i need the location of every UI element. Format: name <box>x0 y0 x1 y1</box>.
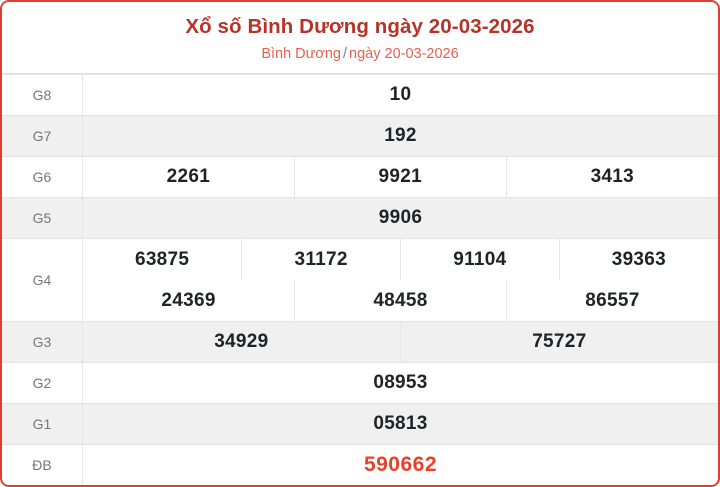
prize-value-g4-3: 91104 <box>400 239 560 281</box>
prize-value-g7-1: 192 <box>82 115 718 158</box>
prize-value-g1-1: 05813 <box>82 403 718 446</box>
card-header: Xổ số Bình Dương ngày 20-03-2026 Bình Dư… <box>2 2 718 75</box>
table-row: G2 08953 <box>2 362 718 405</box>
prize-label-db: ĐB <box>2 444 83 485</box>
table-row: G5 9906 <box>2 197 718 240</box>
prize-label-g1: G1 <box>2 403 83 446</box>
prize-value-g6-1: 2261 <box>82 156 295 199</box>
prize-value-g3-2: 75727 <box>399 321 718 364</box>
table-row: G4 63875 31172 91104 39363 <box>2 238 718 323</box>
prize-values-g4-group: 63875 31172 91104 39363 24369 48458 <box>82 238 718 323</box>
lottery-results-table: G8 10 G7 192 G6 2261 9921 3413 G5 9906 G… <box>2 74 718 485</box>
table-row: 24369 48458 86557 <box>83 280 718 322</box>
prize-label-g7: G7 <box>2 115 83 158</box>
prize-value-g4-2: 31172 <box>241 239 401 281</box>
prize-label-g4: G4 <box>2 238 83 323</box>
breadcrumb-separator: / <box>343 46 348 63</box>
prize-value-g6-3: 3413 <box>505 156 718 199</box>
prize-value-g4-4: 39363 <box>558 239 718 281</box>
prize-value-g4-7: 86557 <box>505 280 718 322</box>
g4-nested-table: 63875 31172 91104 39363 <box>83 239 718 281</box>
page-title: Xổ số Bình Dương ngày 20-03-2026 <box>185 15 535 38</box>
prize-value-g8-1: 10 <box>82 74 718 117</box>
prize-value-g3-1: 34929 <box>82 321 401 364</box>
prize-value-g4-1: 63875 <box>83 239 242 281</box>
breadcrumb: Bình Dương / ngày 20-03-2026 <box>12 45 708 64</box>
prize-value-g5-1: 9906 <box>82 197 718 240</box>
prize-label-g3: G3 <box>2 321 83 364</box>
breadcrumb-region[interactable]: Bình Dương <box>261 46 341 63</box>
prize-value-db-1: 590662 <box>82 444 718 485</box>
table-row: 63875 31172 91104 39363 <box>83 239 718 281</box>
table-row: G1 05813 <box>2 403 718 446</box>
prize-label-g5: G5 <box>2 197 83 240</box>
prize-value-g6-2: 9921 <box>293 156 507 199</box>
prize-label-g8: G8 <box>2 74 83 117</box>
prize-value-g4-6: 48458 <box>294 280 507 322</box>
table-row: G6 2261 9921 3413 <box>2 156 718 199</box>
table-row: G7 192 <box>2 115 718 158</box>
table-row: G8 10 <box>2 74 718 117</box>
table-row: G3 34929 75727 <box>2 321 718 364</box>
prize-label-g6: G6 <box>2 156 83 199</box>
breadcrumb-date[interactable]: ngày 20-03-2026 <box>349 46 459 63</box>
prize-label-g2: G2 <box>2 362 83 405</box>
table-row: ĐB 590662 <box>2 444 718 485</box>
g4-nested-table-second: 24369 48458 86557 <box>83 280 718 322</box>
prize-value-g4-5: 24369 <box>83 280 295 322</box>
prize-value-g2-1: 08953 <box>82 362 718 405</box>
